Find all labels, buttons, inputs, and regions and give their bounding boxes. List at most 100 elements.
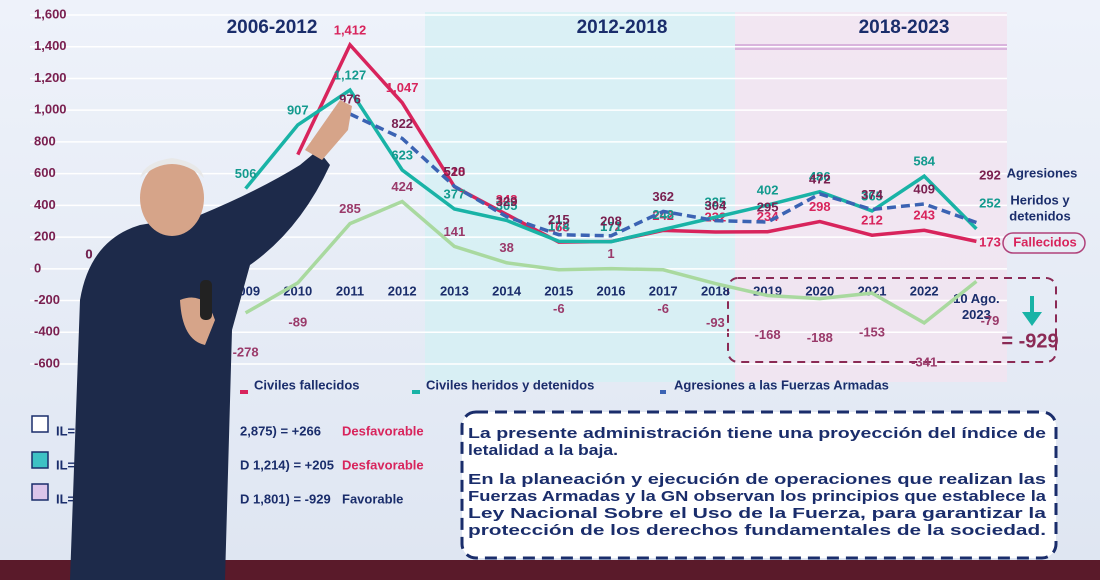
legend-label: Civiles fallecidos: [254, 377, 360, 392]
y-tick-label: 0: [34, 260, 41, 275]
data-label: 295: [757, 199, 779, 214]
x-tick-label: 2021: [858, 283, 887, 298]
presenter-hair: [140, 158, 204, 178]
data-label: 141: [444, 224, 466, 239]
y-tick-label: 600: [34, 165, 56, 180]
data-label: 486: [809, 169, 831, 184]
y-tick-label: -600: [34, 355, 60, 370]
data-label: 208: [600, 213, 622, 228]
y-tick-label: 1,000: [34, 102, 67, 117]
presenter-hand: [305, 100, 352, 160]
il-status: Desfavorable: [342, 457, 424, 472]
data-label: 822: [391, 116, 413, 131]
data-label: 1,127: [334, 67, 367, 82]
data-label: 0: [85, 246, 92, 261]
il-formula: D 1,214) = +205: [240, 457, 334, 472]
end-label-box: [1002, 232, 1086, 254]
data-label: 325: [705, 195, 727, 210]
data-label: 0: [85, 246, 92, 261]
legend-label: Agresiones a las Fuerzas Armadas: [674, 377, 889, 392]
presenter-head: [140, 160, 204, 236]
il-status: Desfavorable: [342, 423, 424, 438]
data-label: -6: [553, 301, 565, 316]
data-label: 520: [444, 164, 466, 179]
series-line: [244, 199, 978, 326]
end-label: Agresiones: [1007, 165, 1078, 180]
x-tick-label: 10 Ago. 2023: [953, 291, 999, 322]
data-label: 362: [652, 189, 674, 204]
series-line: [349, 112, 977, 238]
data-label: 242: [652, 208, 674, 223]
note-line: Ley Nacional Sobre el Uso de la Fuerza, …: [468, 506, 1047, 522]
data-label: -341: [911, 354, 937, 369]
x-tick-label: 2013: [440, 283, 469, 298]
x-tick-label: 2017: [649, 283, 678, 298]
highlight-box: [727, 277, 1057, 363]
x-tick-label: 2010: [283, 283, 312, 298]
y-tick-label: 800: [34, 133, 56, 148]
legend-label: Civiles heridos y detenidos: [426, 377, 594, 392]
data-label: -278: [233, 344, 259, 359]
data-label: 374: [861, 187, 883, 202]
data-label: 172: [600, 219, 622, 234]
y-tick-label: 400: [34, 197, 56, 212]
end-label: detenidos: [1009, 208, 1070, 223]
note-line: Fuerzas Armadas y la GN observan los pri…: [468, 489, 1047, 505]
down-arrow: [1022, 296, 1042, 326]
data-label: 298: [809, 199, 831, 214]
x-tick-label: 2014: [492, 283, 522, 298]
data-label: 1: [607, 246, 614, 261]
data-label: 305: [496, 198, 518, 213]
end-label: Heridos y: [1010, 192, 1070, 207]
note-line: La presente administración tiene una pro…: [468, 426, 1046, 442]
y-tick-label: -200: [34, 292, 60, 307]
data-label: 506: [235, 166, 257, 181]
x-tick-label: 2016: [597, 283, 626, 298]
il-status: Favorable: [342, 491, 403, 506]
data-label: 329: [496, 194, 518, 209]
period-panel: [735, 12, 1007, 382]
y-tick-label: 1,400: [34, 38, 67, 53]
note-line: letalidad a la baja.: [468, 443, 618, 459]
data-label: 623: [391, 147, 413, 162]
presenter-body: [70, 150, 330, 580]
x-tick-label: 2012: [388, 283, 417, 298]
period-title: 2006-2012: [227, 17, 318, 38]
data-label: -89: [288, 314, 307, 329]
x-tick-label: 2015: [544, 283, 573, 298]
data-label: 343: [496, 192, 518, 207]
data-label: 402: [757, 182, 779, 197]
data-label: 584: [913, 154, 935, 169]
y-tick-label: 1,600: [34, 6, 67, 21]
data-label: -6: [657, 301, 669, 316]
il-swatch: [31, 415, 49, 433]
presenter: [70, 100, 352, 580]
data-label: 215: [548, 212, 570, 227]
data-label: 168: [548, 220, 570, 235]
y-tick-label: 200: [34, 229, 56, 244]
x-tick-label: 2011: [336, 283, 364, 298]
end-label: Fallecidos: [1013, 234, 1077, 249]
data-label: 365: [861, 188, 883, 203]
x-tick-label: 2020: [805, 283, 834, 298]
il-swatch: [31, 451, 49, 469]
data-label: 0: [85, 246, 92, 261]
data-label: 907: [287, 102, 309, 117]
data-label: 252: [979, 195, 1001, 210]
il-formula: D 1,801) = -929: [240, 491, 331, 506]
y-tick-label: 1,200: [34, 70, 67, 85]
data-label: 1,412: [334, 22, 367, 37]
il-swatch: [31, 483, 49, 501]
y-tick-label: -400: [34, 324, 60, 339]
data-label: 285: [339, 201, 361, 216]
microphone: [200, 280, 212, 320]
data-label: 38: [499, 240, 513, 255]
data-label: 1,047: [386, 80, 419, 95]
period-title: 2012-2018: [577, 17, 668, 38]
data-label: -168: [755, 327, 781, 342]
data-label: 304: [705, 198, 727, 213]
data-label: 243: [913, 208, 935, 223]
data-label: 173: [979, 234, 1001, 249]
